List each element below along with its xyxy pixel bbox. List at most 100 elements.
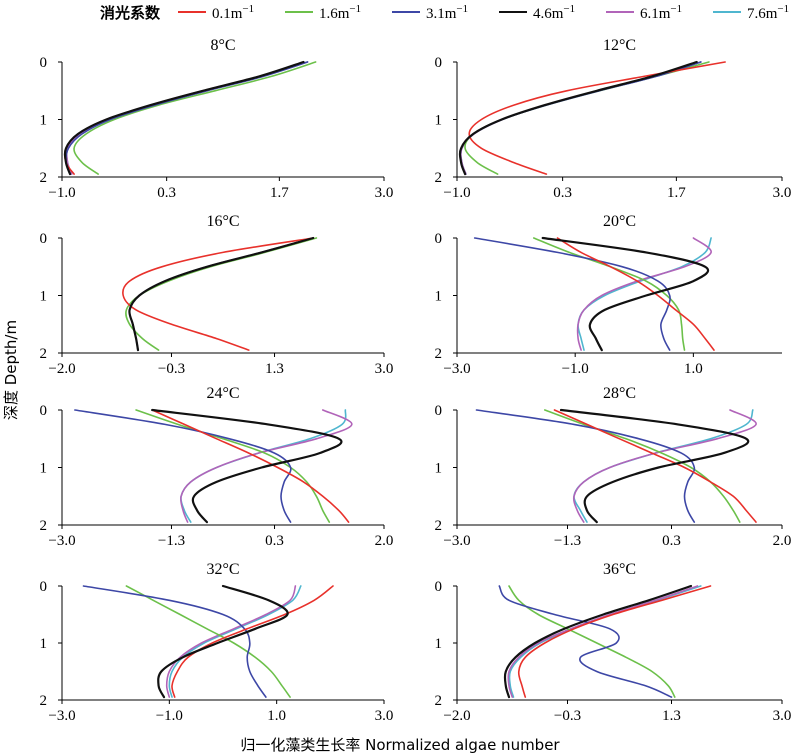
y-tick-label: 1 bbox=[40, 113, 48, 129]
panel-title: 8°C bbox=[210, 37, 235, 54]
y-tick-label: 1 bbox=[435, 113, 443, 129]
series-line bbox=[541, 236, 710, 352]
series-line bbox=[74, 409, 292, 523]
series-line bbox=[559, 408, 750, 524]
series-line bbox=[556, 237, 715, 351]
x-tick-label: 1.7 bbox=[667, 185, 686, 201]
x-tick-label: 0.3 bbox=[662, 533, 681, 549]
x-tick-label: 0.3 bbox=[553, 185, 572, 201]
series-line bbox=[128, 237, 314, 351]
y-tick-label: 0 bbox=[435, 231, 443, 247]
x-tick-label: −1.0 bbox=[156, 708, 183, 724]
y-tick-label: 1 bbox=[40, 289, 48, 305]
x-tick-label: 3.0 bbox=[375, 185, 394, 201]
legend-label: 4.6m−1 bbox=[533, 3, 575, 22]
panel: 24°C 0 1 2−3.0 −1.3 0.3 2.0 bbox=[40, 385, 394, 549]
series-line bbox=[475, 409, 696, 523]
x-tick-label: 1.3 bbox=[265, 361, 284, 377]
y-tick-label: 0 bbox=[40, 55, 48, 71]
series-line bbox=[577, 237, 712, 351]
panel: 16°C 0 1 2−2.0 −0.3 1.3 3.0 bbox=[40, 213, 394, 377]
series-line bbox=[171, 585, 334, 698]
y-axis-title: 深度 Depth/m bbox=[2, 320, 20, 420]
series-line bbox=[82, 585, 267, 698]
series-line bbox=[468, 61, 726, 175]
legend-item: 0.1m−1 bbox=[178, 3, 254, 22]
series-line bbox=[179, 409, 353, 523]
y-tick-label: 1 bbox=[40, 461, 48, 477]
y-tick-label: 0 bbox=[40, 403, 48, 419]
x-tick-label: −2.0 bbox=[48, 361, 75, 377]
series-line bbox=[128, 237, 314, 351]
x-tick-label: −1.3 bbox=[554, 533, 581, 549]
series-line bbox=[503, 584, 693, 699]
y-tick-label: 2 bbox=[435, 346, 443, 362]
series-line bbox=[151, 408, 343, 524]
series-line bbox=[459, 61, 702, 175]
series-line bbox=[459, 61, 702, 175]
y-tick-label: 0 bbox=[435, 55, 443, 71]
series-line bbox=[576, 237, 712, 351]
x-tick-label: 3.0 bbox=[375, 708, 394, 724]
panel: 36°C 0 1 2−2.0 −0.3 1.3 3.0 bbox=[435, 561, 792, 724]
y-tick-label: 2 bbox=[435, 170, 443, 186]
legend-item: 7.6m−1 bbox=[713, 3, 789, 22]
legend-item: 1.6m−1 bbox=[285, 3, 361, 22]
x-tick-label: 1.0 bbox=[684, 361, 703, 377]
series-line bbox=[459, 61, 702, 175]
series-line bbox=[63, 61, 305, 175]
series-line bbox=[507, 585, 699, 698]
panel: 28°C 0 1 2−3.0 −1.3 0.3 2.0 bbox=[435, 385, 792, 549]
series-line bbox=[473, 237, 671, 351]
y-tick-label: 2 bbox=[435, 518, 443, 534]
legend-label: 1.6m−1 bbox=[319, 3, 361, 22]
y-tick-label: 1 bbox=[435, 636, 443, 652]
panel-title: 24°C bbox=[206, 385, 239, 402]
series-line bbox=[458, 60, 698, 176]
x-tick-label: 3.0 bbox=[375, 361, 394, 377]
y-tick-label: 0 bbox=[40, 231, 48, 247]
x-tick-label: −0.3 bbox=[554, 708, 581, 724]
panel-title: 28°C bbox=[603, 385, 636, 402]
x-tick-label: 1.0 bbox=[267, 708, 286, 724]
y-tick-label: 0 bbox=[40, 579, 48, 595]
series-line bbox=[63, 60, 305, 176]
x-tick-label: −1.0 bbox=[48, 185, 75, 201]
series-line bbox=[65, 61, 309, 175]
y-tick-label: 2 bbox=[40, 693, 48, 709]
series-line bbox=[125, 585, 291, 698]
panel-title: 20°C bbox=[603, 213, 636, 230]
series-line bbox=[128, 237, 314, 351]
panel-title: 12°C bbox=[603, 37, 636, 54]
series-line bbox=[553, 409, 757, 523]
legend-label: 0.1m−1 bbox=[212, 3, 254, 22]
panels: 8°C 0 1 2 −1.0 0.3 1.7 3.0 12°C 0 1 2 −1.0 0.3 1.7 3.0 1… bbox=[40, 37, 792, 724]
x-axis-title: 归一化藻类生长率 Normalized algae number bbox=[240, 736, 560, 754]
legend-label: 6.1m−1 bbox=[640, 3, 682, 22]
series-line bbox=[157, 584, 289, 699]
panel: 8°C 0 1 2−1.0 0.3 1.7 3.0 bbox=[40, 37, 394, 201]
series-line bbox=[73, 61, 317, 175]
panel: 12°C 0 1 2−1.0 0.3 1.7 3.0 bbox=[435, 37, 792, 201]
x-tick-label: 1.7 bbox=[270, 185, 289, 201]
x-tick-label: 2.0 bbox=[773, 533, 792, 549]
x-tick-label: 1.3 bbox=[662, 708, 681, 724]
series-line bbox=[122, 237, 314, 351]
series-line bbox=[65, 61, 309, 175]
panel-title: 32°C bbox=[206, 561, 239, 578]
series-line bbox=[65, 61, 309, 175]
x-tick-label: 0.3 bbox=[157, 185, 176, 201]
x-tick-label: −3.0 bbox=[443, 533, 470, 549]
y-tick-label: 2 bbox=[40, 346, 48, 362]
x-tick-label: −1.0 bbox=[562, 361, 589, 377]
panel-title: 36°C bbox=[603, 561, 636, 578]
y-tick-label: 1 bbox=[40, 636, 48, 652]
series-line bbox=[135, 409, 331, 523]
x-tick-label: 3.0 bbox=[773, 185, 792, 201]
series-line bbox=[165, 585, 297, 698]
x-tick-label: −3.0 bbox=[443, 361, 470, 377]
series-line bbox=[517, 585, 712, 698]
x-tick-label: −0.3 bbox=[158, 361, 185, 377]
series-line bbox=[498, 585, 673, 698]
